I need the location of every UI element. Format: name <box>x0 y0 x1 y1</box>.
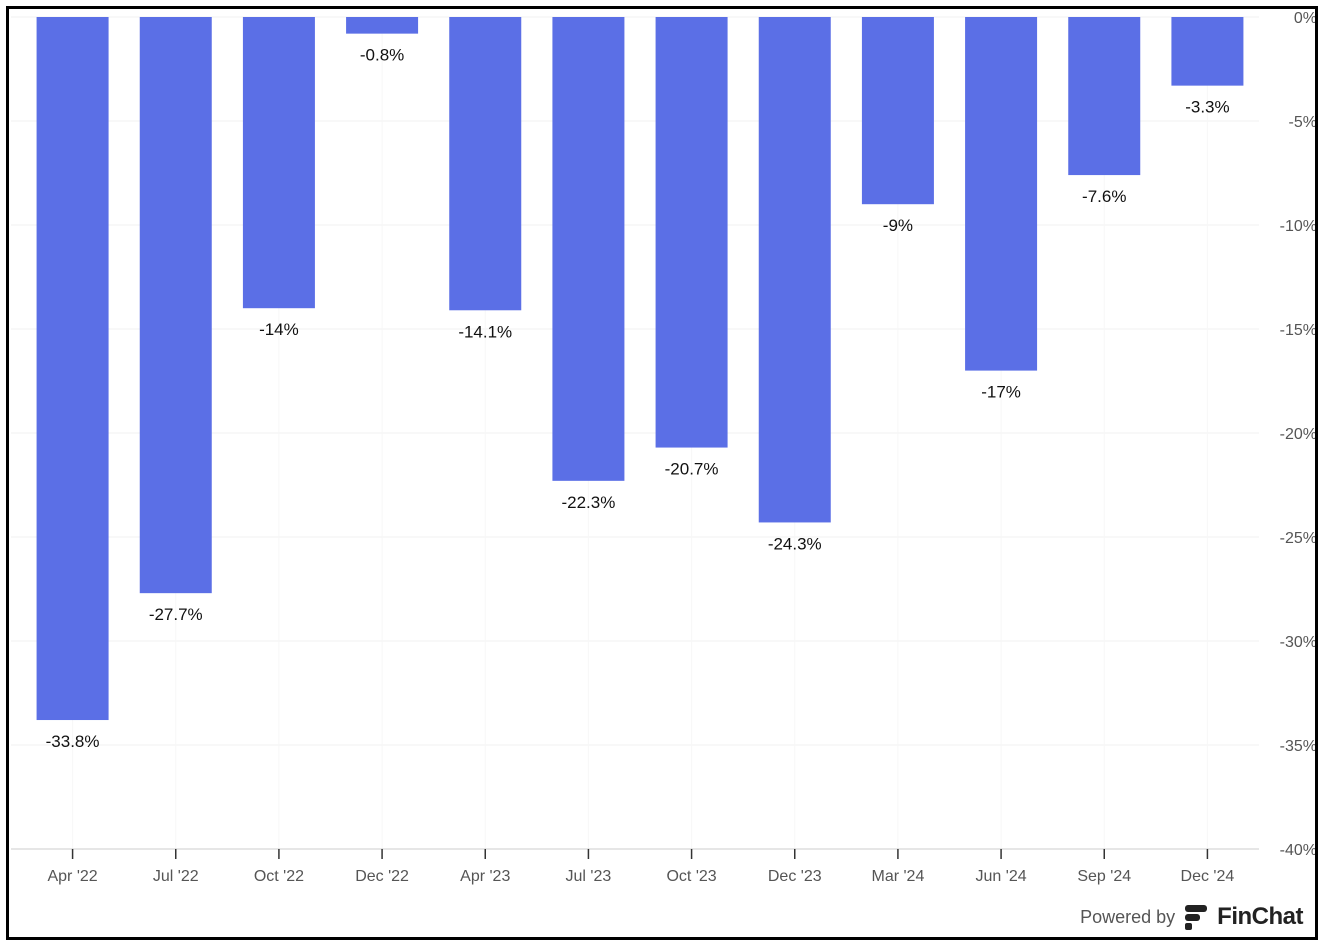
y-tick-label: -10% <box>1280 218 1315 235</box>
finchat-logo-icon <box>1185 905 1208 930</box>
x-tick-label: Apr '22 <box>47 868 97 885</box>
data-label: -14% <box>259 320 299 339</box>
bar[interactable] <box>1068 17 1141 176</box>
data-label: -20.7% <box>665 460 719 479</box>
x-axis: Apr '22 Jul '22 Oct '22 Dec '22 Apr '23 Jul '… <box>11 848 1259 885</box>
x-tick-label: Dec '22 <box>355 868 409 885</box>
bar[interactable] <box>758 17 831 523</box>
data-label: -7.6% <box>1082 187 1126 206</box>
x-tick-label: Dec '23 <box>768 868 822 885</box>
x-tick-label: Jul '22 <box>153 868 199 885</box>
bar[interactable] <box>552 17 625 481</box>
data-label: -33.8% <box>46 732 100 751</box>
data-label: -9% <box>883 216 913 235</box>
branding[interactable]: Powered by FinChat <box>1080 901 1303 933</box>
bar[interactable] <box>242 17 315 309</box>
x-tick-label: Apr '23 <box>460 868 510 885</box>
bar[interactable] <box>346 17 419 34</box>
x-tick-label: Dec '24 <box>1181 868 1235 885</box>
y-tick-label: -35% <box>1280 738 1315 755</box>
chart-frame: -33.8% -27.7% -14% -0.8% -14.1% -22.3% -20.7% -… <box>6 6 1318 940</box>
data-label: -0.8% <box>360 46 404 65</box>
y-tick-label: -30% <box>1280 634 1315 651</box>
data-label: -27.7% <box>149 605 203 624</box>
bar[interactable] <box>449 17 522 311</box>
bar[interactable] <box>655 17 728 448</box>
powered-by-text: Powered by <box>1080 906 1176 927</box>
bar[interactable] <box>139 17 212 594</box>
bar[interactable] <box>965 17 1038 371</box>
bar[interactable] <box>36 17 109 721</box>
y-tick-label: -40% <box>1280 842 1315 859</box>
data-labels: -33.8% -27.7% -14% -0.8% -14.1% -22.3% -20.7% -… <box>46 46 1230 751</box>
y-tick-label: -25% <box>1280 530 1315 547</box>
x-tick-label: Jul '23 <box>566 868 612 885</box>
x-tick-label: Oct '23 <box>666 868 716 885</box>
bars <box>36 17 1244 721</box>
x-tick-label: Mar '24 <box>871 868 924 885</box>
x-tick-label: Jun '24 <box>976 868 1027 885</box>
x-tick-label: Sep '24 <box>1077 868 1131 885</box>
y-tick-label: -15% <box>1280 322 1315 339</box>
x-tick-label: Oct '22 <box>254 868 304 885</box>
brand-name: FinChat <box>1217 903 1303 930</box>
bar[interactable] <box>1171 17 1244 86</box>
data-label: -17% <box>981 383 1021 402</box>
y-tick-label: -20% <box>1280 426 1315 443</box>
y-axis: 0% -5% -10% -15% -20% -25% -30% -35% -40% <box>1280 10 1315 859</box>
bar-chart: -33.8% -27.7% -14% -0.8% -14.1% -22.3% -20.7% -… <box>11 10 1315 885</box>
data-label: -22.3% <box>561 493 615 512</box>
data-label: -3.3% <box>1185 98 1229 117</box>
y-tick-label: -5% <box>1289 114 1315 131</box>
y-tick-label: 0% <box>1294 10 1315 27</box>
bar[interactable] <box>861 17 934 205</box>
data-label: -14.1% <box>458 322 512 341</box>
data-label: -24.3% <box>768 534 822 553</box>
